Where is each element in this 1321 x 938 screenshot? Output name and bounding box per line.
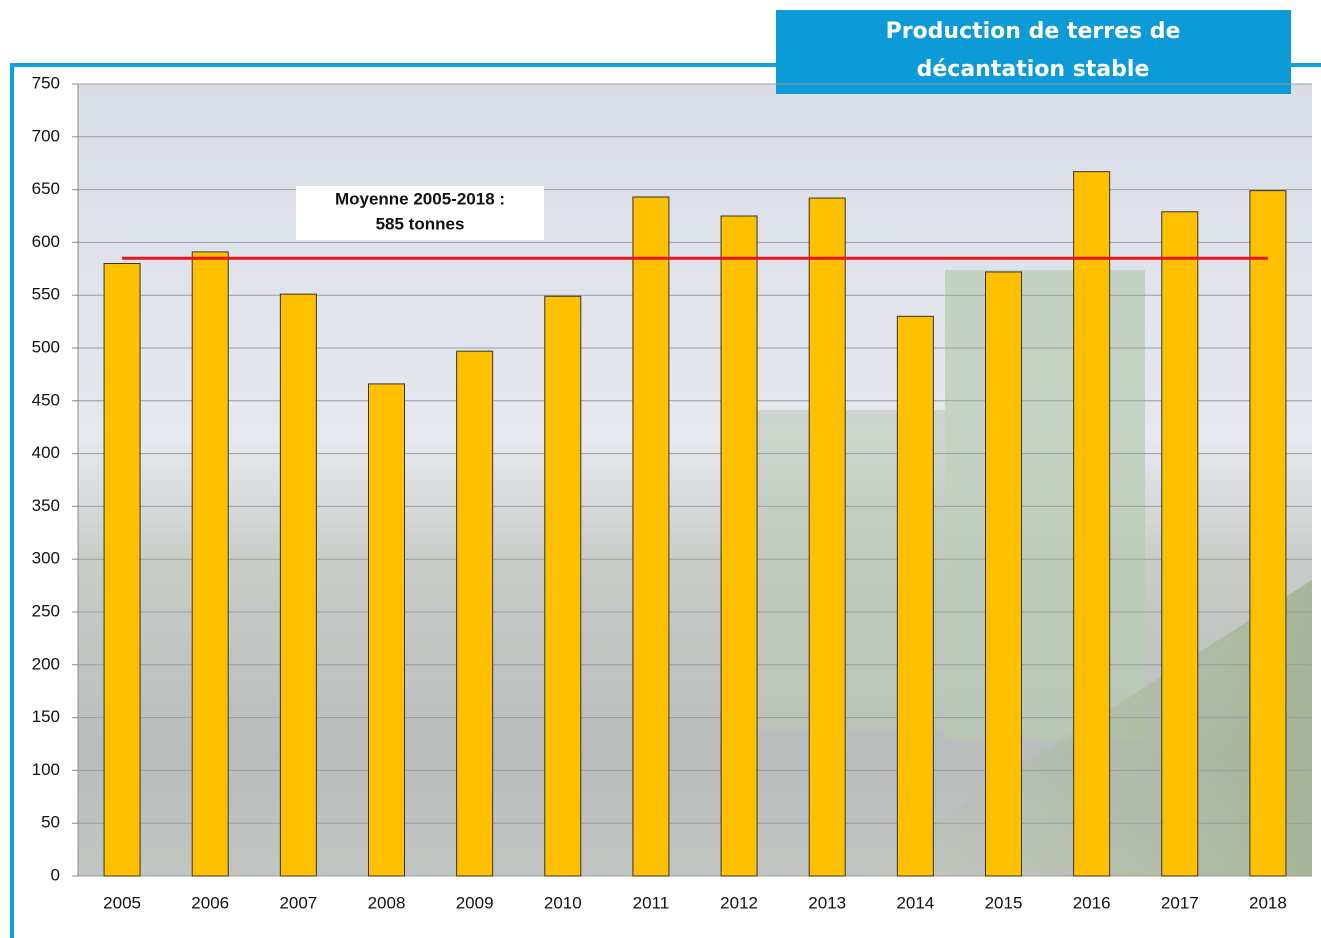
bar <box>720 215 758 877</box>
bar <box>191 251 229 877</box>
x-tick-label: 2010 <box>544 893 582 912</box>
x-tick-label: 2006 <box>191 893 229 912</box>
bar <box>632 196 670 877</box>
x-tick-label: 2005 <box>103 893 141 912</box>
x-tick-label: 2018 <box>1249 893 1287 912</box>
y-tick-label: 750 <box>32 73 60 92</box>
y-tick-label: 150 <box>32 707 60 726</box>
bar <box>1161 211 1199 877</box>
y-tick-label: 400 <box>32 443 60 462</box>
y-tick-label: 650 <box>32 179 60 198</box>
annotation: 585 tonnes <box>376 214 465 233</box>
bar <box>456 350 494 877</box>
x-tick-label: 2013 <box>808 893 846 912</box>
background-building <box>945 270 1145 740</box>
x-tick-label: 2009 <box>456 893 494 912</box>
y-tick-label: 550 <box>32 285 60 304</box>
x-tick-label: 2016 <box>1073 893 1111 912</box>
bar <box>1249 190 1287 877</box>
y-tick-label: 600 <box>32 232 60 251</box>
y-tick-label: 50 <box>41 813 60 832</box>
x-tick-label: 2017 <box>1161 893 1199 912</box>
y-tick-label: 300 <box>32 549 60 568</box>
title-box <box>776 10 1291 94</box>
bar <box>279 293 317 877</box>
x-tick-label: 2015 <box>985 893 1023 912</box>
bar <box>544 295 582 877</box>
bars <box>103 171 1287 877</box>
y-tick-label: 500 <box>32 337 60 356</box>
bar <box>985 271 1022 877</box>
bar <box>103 263 141 877</box>
y-tick-label: 700 <box>32 126 60 145</box>
annotation-box <box>296 186 544 240</box>
y-tick-label: 200 <box>32 654 60 673</box>
x-tick-label: 2007 <box>279 893 317 912</box>
y-tick-label: 450 <box>32 390 60 409</box>
bar <box>368 383 405 877</box>
x-tick-label: 2012 <box>720 893 758 912</box>
bar <box>896 315 934 877</box>
chart-title: Production de terres de <box>886 19 1181 44</box>
y-tick-label: 100 <box>32 760 60 779</box>
y-tick-label: 350 <box>32 496 60 515</box>
y-tick-label: 250 <box>32 601 60 620</box>
bar <box>808 197 846 877</box>
x-tick-label: 2008 <box>368 893 406 912</box>
x-tick-label: 2011 <box>633 893 670 912</box>
chart-title: décantation stable <box>917 57 1150 82</box>
y-tick-label: 0 <box>51 865 60 884</box>
x-tick-label: 2014 <box>896 893 934 912</box>
bar <box>1073 171 1111 877</box>
annotation: Moyenne 2005-2018 : <box>335 189 505 208</box>
